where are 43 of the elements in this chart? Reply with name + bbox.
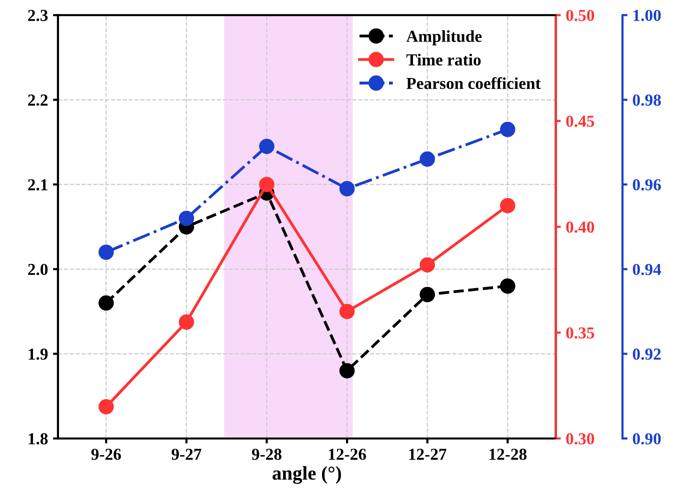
- y-tick-label: 1.8: [28, 433, 48, 444]
- y3-tick-label: 0.98: [632, 94, 661, 106]
- y-tick-label: 2.1: [28, 179, 48, 190]
- legend-label: Time ratio: [406, 54, 481, 66]
- point: [339, 304, 355, 320]
- y2-tick-label: 0.45: [566, 116, 594, 127]
- y2-tick-label: 0.40: [566, 222, 594, 233]
- x-tick-label: 9-27: [172, 448, 202, 460]
- x-tick-label: 9-26: [91, 448, 121, 460]
- legend-label: Amplitude: [406, 30, 482, 46]
- y2-tick-label: 0.30: [566, 433, 594, 444]
- y-tick-label: 2.2: [28, 94, 48, 106]
- point: [420, 286, 435, 302]
- y-tick-label: 1.9: [28, 348, 48, 360]
- point: [420, 257, 435, 273]
- point: [339, 181, 355, 196]
- y3-tick-label: 0.94: [632, 264, 662, 276]
- point: [259, 176, 274, 192]
- y-tick-label: 2.3: [28, 10, 48, 22]
- y3-tick-label: 0.96: [632, 179, 661, 190]
- point: [259, 138, 274, 154]
- y3-tick-label: 0.92: [632, 348, 661, 360]
- x-axis-title: angle (°): [272, 466, 341, 484]
- y3-tick-label: 1.00: [634, 10, 661, 22]
- point: [339, 363, 355, 378]
- y-tick-label: 2.0: [28, 264, 48, 276]
- point: [500, 278, 516, 294]
- point: [500, 122, 516, 138]
- x-tick-label: 12-26: [328, 448, 366, 460]
- x-tick-label: 12-27: [409, 448, 446, 460]
- point: [98, 399, 114, 414]
- point: [98, 295, 114, 311]
- point: [500, 198, 516, 214]
- y3-tick-label: 0.90: [632, 433, 661, 444]
- x-tick-label: 12-28: [490, 448, 527, 460]
- point: [420, 151, 435, 167]
- point: [178, 210, 194, 226]
- y2-tick-label: 0.35: [566, 327, 594, 339]
- point: [178, 314, 194, 330]
- y2-tick-label: 0.50: [566, 10, 594, 22]
- point: [98, 244, 114, 260]
- x-tick-label: 9-28: [252, 448, 282, 460]
- legend-label: Pearson coefficient: [406, 77, 541, 90]
